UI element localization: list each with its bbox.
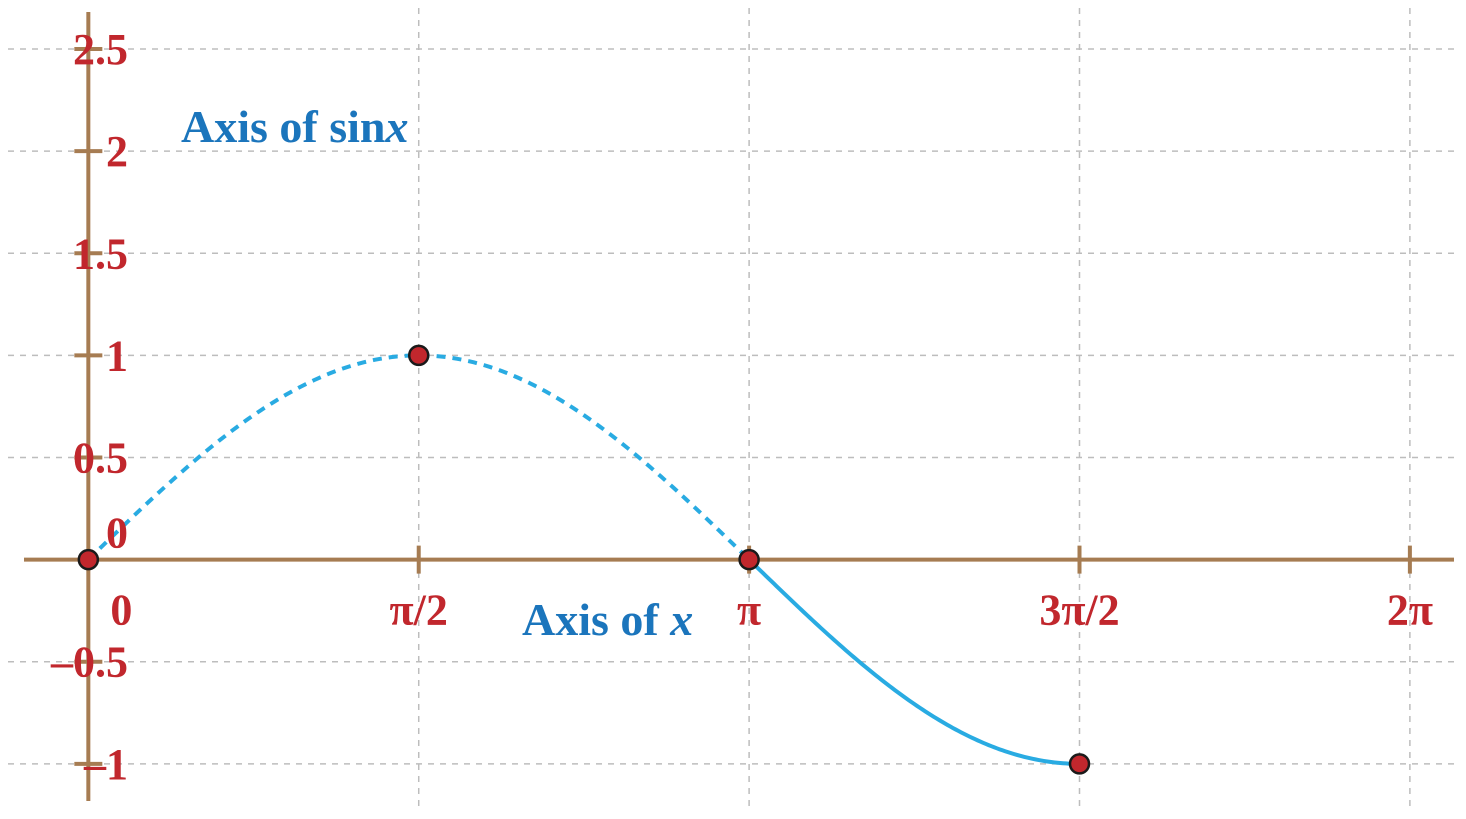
x-tick-label: 2π: [1387, 586, 1433, 635]
data-point: [77, 548, 100, 571]
y-tick-label: –0.5: [50, 638, 128, 687]
y-tick-label: –1: [83, 740, 128, 789]
y-tick-label: 2.5: [73, 25, 128, 74]
y-axis-title: Axis of sinx: [181, 101, 408, 152]
x-tick-label: π/2: [390, 586, 448, 635]
grid: [8, 8, 1458, 810]
sine-segment-dashed: [86, 353, 751, 562]
key-points: [77, 344, 1091, 775]
tick-labels: 2.521.510.50–0.5–10 π/2 π 3π/2 2π: [50, 25, 1433, 789]
sine-curve: [86, 353, 1080, 766]
y-tick-label: 2: [106, 127, 128, 176]
y-tick-label: 1.5: [73, 229, 128, 278]
x-axis-title-prefix: Axis of: [522, 594, 670, 645]
x-axis-title: Axis of x: [522, 594, 693, 645]
x-axis-title-var: x: [669, 594, 693, 645]
y-tick-label: 0: [106, 509, 128, 558]
data-point: [1068, 753, 1091, 775]
data-point: [407, 344, 430, 367]
y-axis-title-var: x: [384, 101, 408, 152]
x-tick-label: 3π/2: [1039, 586, 1119, 635]
x-tick-label: π: [737, 586, 761, 635]
y-tick-label: 1: [106, 331, 128, 380]
x-tick-label: 0: [110, 586, 132, 635]
sine-segment-solid: [747, 558, 1080, 766]
y-axis-title-prefix: Axis of sin: [181, 101, 385, 152]
data-point: [738, 548, 760, 571]
y-tick-label: 0.5: [73, 433, 128, 482]
